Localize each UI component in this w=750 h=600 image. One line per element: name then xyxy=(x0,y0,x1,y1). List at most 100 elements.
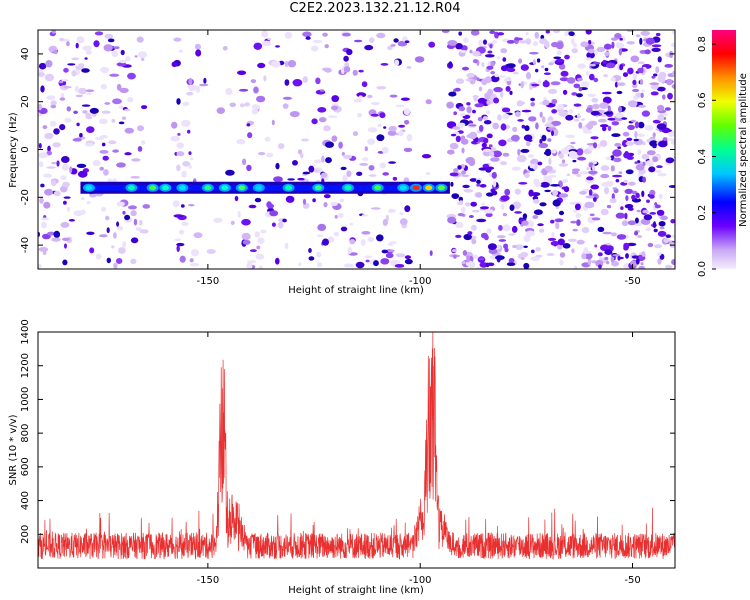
spectrogram-cell xyxy=(532,215,539,219)
signal-band-hotspot-core xyxy=(149,185,157,191)
spectrogram-cell xyxy=(611,133,621,138)
spectrogram-cell xyxy=(63,196,71,199)
spectrogram-cell xyxy=(552,189,559,197)
spectrogram-cell xyxy=(447,40,458,46)
spectrogram-cell xyxy=(355,261,365,269)
spectrogram-cell xyxy=(561,159,566,164)
spectrogram-cell xyxy=(241,218,251,226)
spectrogram-cell xyxy=(668,185,675,188)
spectrogram-cell xyxy=(491,171,497,179)
spectrogram-cell xyxy=(108,140,117,145)
spectrogram-cell xyxy=(321,67,332,72)
spectrogram-cell xyxy=(480,206,489,210)
spectrogram-cell xyxy=(102,155,109,161)
spectrogram-cell xyxy=(46,166,56,169)
spectrogram-cell xyxy=(490,75,500,83)
spectrogram-cell xyxy=(460,135,466,140)
spectrogram-cell xyxy=(248,204,257,209)
spectrogram-cell xyxy=(481,78,488,86)
signal-band-hotspot-core xyxy=(344,185,352,191)
spectrogram-cell xyxy=(107,38,115,43)
spectrogram-cell xyxy=(657,114,665,122)
spectrogram-cell xyxy=(284,60,289,68)
spectrogram-cell xyxy=(51,179,57,187)
spectrogram-cell xyxy=(112,98,122,105)
spectrogram-cell xyxy=(389,241,397,244)
spectrogram-cell xyxy=(109,73,120,77)
spectrogram-cell xyxy=(462,184,470,189)
spectrogram-cell xyxy=(470,201,478,207)
spectrogram-cell xyxy=(103,44,113,52)
spectrogram-cell xyxy=(50,100,57,106)
spectrogram-cell xyxy=(514,188,521,195)
spectrogram-cell xyxy=(282,103,289,109)
spectrogram-cell xyxy=(244,102,250,107)
spectrogram-cell xyxy=(537,223,544,227)
spectrogram-cell xyxy=(626,155,634,160)
spectrogram-cell xyxy=(587,258,592,266)
spectrogram-cell xyxy=(504,188,511,196)
spectrogram-cell xyxy=(360,239,366,247)
spectrogram-cell xyxy=(586,167,590,170)
spectrogram-cell xyxy=(525,38,532,45)
spectrogram-cell xyxy=(602,126,607,132)
spectrogram-cell xyxy=(475,192,483,198)
spectrogram-cell xyxy=(258,265,263,269)
spectrogram-cell xyxy=(39,161,44,168)
spectrogram-cell xyxy=(353,39,363,43)
spectrogram-cell xyxy=(305,36,311,40)
spectrogram-cell xyxy=(89,247,95,254)
spectrogram-cell xyxy=(476,77,480,82)
spectrogram-cell xyxy=(331,95,340,103)
spectrogram-cell xyxy=(389,94,398,98)
spectrogram-cell xyxy=(471,238,477,245)
spectrogram-cell xyxy=(618,106,623,113)
spectrogram-cell xyxy=(43,173,52,178)
signal-band-hotspot-core xyxy=(425,185,433,191)
spectrogram-cell xyxy=(369,37,375,43)
spectrogram-cell xyxy=(176,98,181,105)
spectrogram-cell xyxy=(404,120,410,125)
spectrogram-cell xyxy=(605,156,612,161)
spectrogram-cell xyxy=(341,67,345,75)
spectrogram-cell xyxy=(637,160,641,164)
spectrogram-cell xyxy=(379,162,387,169)
spectrogram-cell xyxy=(655,66,660,74)
spectrogram-cell xyxy=(40,85,45,93)
spectrogram-cell xyxy=(182,101,190,106)
spectrogram-cell xyxy=(130,237,139,244)
spectrogram-cell xyxy=(539,202,547,207)
spectrogram-cell xyxy=(130,210,137,217)
spectrogram-cell xyxy=(640,262,644,266)
spectrogram-cell xyxy=(251,104,261,110)
spectrogram-cell xyxy=(199,83,209,87)
spectrogram-cell xyxy=(666,78,673,86)
spectrogram-cell xyxy=(284,79,290,86)
spectrogram-cell xyxy=(571,92,578,96)
spectrogram-cell xyxy=(547,127,557,131)
spectrogram-cell xyxy=(530,256,540,262)
spectrogram-cell xyxy=(42,250,47,256)
spectrogram-cell xyxy=(339,198,345,203)
spectrogram-cell xyxy=(76,163,87,168)
spectrogram-cell xyxy=(637,67,644,74)
spectrogram-cell xyxy=(466,133,475,139)
spectrogram-cell xyxy=(483,120,492,125)
spectrogram-cell xyxy=(191,249,199,257)
spectrogram-cell xyxy=(38,62,47,70)
spectrogram-cell xyxy=(343,154,352,160)
spectrogram-cell xyxy=(66,206,70,212)
spectrogram-cell xyxy=(665,157,675,164)
spectrogram-cell xyxy=(327,115,338,118)
spectrogram-cell xyxy=(564,54,570,60)
spectrogram-cell xyxy=(73,110,78,115)
spectrogram-cell xyxy=(256,95,266,103)
spectrogram-cell xyxy=(323,125,331,132)
spectrogram-cell xyxy=(512,72,519,75)
spectrogram-cell xyxy=(502,224,512,232)
spectrogram-cell xyxy=(116,221,120,227)
spectrogram-cell xyxy=(520,251,529,258)
spectrogram-cell xyxy=(130,176,141,179)
spectrogram-cell xyxy=(176,242,185,247)
spectrogram-cell xyxy=(469,178,478,182)
